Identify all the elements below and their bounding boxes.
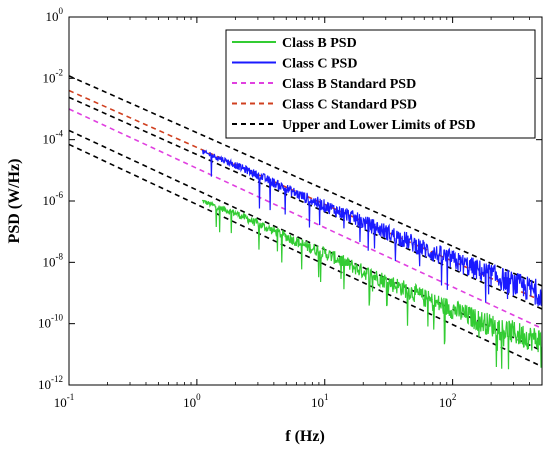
y-tick-label: 10-12	[38, 374, 63, 392]
series-line-upper-and-lower-limits-of-psd	[69, 143, 542, 368]
y-tick-label: 10-8	[43, 251, 64, 269]
x-axis-label: f (Hz)	[285, 428, 325, 445]
y-tick-label: 10-2	[43, 67, 64, 85]
y-tick-label: 10-4	[43, 129, 64, 147]
legend-label-class-b-psd: Class B PSD	[282, 36, 357, 51]
y-tick-label: 10-6	[43, 190, 64, 208]
major-ticks	[68, 16, 542, 386]
series-line-upper-and-lower-limits-of-psd	[69, 129, 542, 352]
y-axis-label: PSD (W/Hz)	[6, 159, 23, 244]
y-tick-label: 10-10	[38, 313, 63, 331]
series-line-class-b-standard-psd	[69, 108, 542, 330]
legend-label-upper-and-lower-limits-of-psd: Upper and Lower Limits of PSD	[282, 118, 476, 133]
series-line-class-b-psd	[201, 199, 542, 370]
x-tick-label: 10-1	[54, 392, 75, 410]
series-line-class-c-psd	[201, 149, 542, 307]
y-tick-label: 100	[46, 6, 64, 24]
y-tick-labels: 100 10-2 10-4 10-6 10-8 10-10 10-12	[38, 6, 64, 392]
legend-box	[225, 29, 536, 139]
legend: Class B PSD Class C PSD Class B Standard P…	[225, 29, 536, 139]
data-layer	[69, 75, 542, 370]
x-tick-labels: 10-1 100 101 102	[54, 392, 457, 410]
legend-label-class-b-standard-psd: Class B Standard PSD	[282, 77, 416, 92]
legend-label-class-c-standard-psd: Class C Standard PSD	[282, 98, 417, 113]
x-tick-label: 101	[311, 392, 329, 410]
legend-label-class-c-psd: Class C PSD	[282, 57, 357, 72]
x-tick-label: 102	[439, 392, 457, 410]
x-tick-label: 100	[183, 392, 201, 410]
